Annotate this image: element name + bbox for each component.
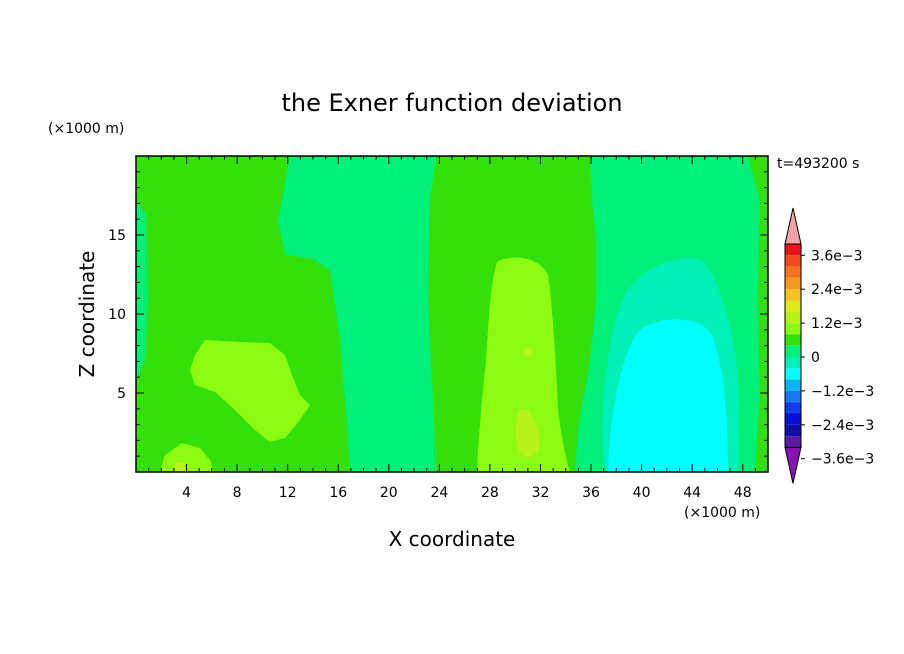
colorbar-segment: [785, 277, 801, 290]
x-tick-label: 28: [481, 485, 499, 501]
colorbar-label: −1.2e−3: [811, 384, 874, 400]
x-axis-ticks: [148, 156, 756, 472]
colorbar-segment: [785, 266, 801, 278]
x-tick-label: 16: [329, 485, 347, 501]
colorbar-segment: [785, 436, 801, 448]
x-tick-label: 8: [233, 485, 242, 501]
y-unit-label: (×1000 m): [48, 121, 124, 137]
x-tick-label: 36: [582, 485, 600, 501]
x-tick-label: 4: [182, 485, 191, 501]
x-axis-tick-labels: 4 8 12 16 20 24 28 32 36 40 44 48: [182, 485, 752, 501]
colorbar-segment: [785, 368, 801, 380]
colorbar-segment: [785, 413, 801, 425]
colorbar-label: 2.4e−3: [811, 282, 863, 298]
x-tick-label: 44: [683, 485, 701, 501]
contour-region-teal-center: [278, 156, 436, 472]
x-axis-label: X coordinate: [389, 527, 516, 551]
contour-plot: [136, 156, 768, 472]
contour-region-yellow-spot-bottom: [172, 462, 186, 472]
x-tick-label: 12: [279, 485, 297, 501]
y-tick-label: 5: [117, 386, 126, 402]
colorbar-segment: [785, 311, 801, 324]
colorbar-labels: 3.6e−3 2.4e−3 1.2e−3 0 −1.2e−3 −2.4e−3 −3.6e−3: [801, 248, 874, 468]
colorbar-segment: [785, 300, 801, 312]
contour-region-yellowgreen-column: [477, 257, 570, 472]
contour-region-yellow-spot-low: [515, 409, 540, 457]
contour-region-teal-left-edge: [136, 200, 148, 380]
colorbar-segment: [785, 390, 801, 403]
x-unit-label: (×1000 m): [684, 505, 760, 521]
contour-region-yellowgreen-left: [190, 340, 310, 442]
colorbar-segment: [785, 255, 801, 267]
colorbar-over-triangle: [784, 207, 802, 245]
time-label: t=493200 s: [777, 156, 859, 172]
colorbar-label: 1.2e−3: [811, 316, 863, 332]
y-tick-label: 15: [108, 228, 126, 244]
x-tick-label: 32: [532, 485, 550, 501]
colorbar-segment: [785, 424, 801, 437]
colorbar-segment: [785, 345, 801, 357]
colorbar-segment: [785, 334, 801, 346]
colorbar-label: −2.4e−3: [811, 418, 874, 434]
y-axis-tick-labels: 5 10 15: [108, 228, 126, 402]
colorbar-segment: [785, 402, 801, 414]
x-tick-label: 40: [633, 485, 651, 501]
contour-region-yellowgreen-bottom: [160, 443, 214, 472]
contour-region-yellow-spot-mid: [522, 348, 534, 356]
y-axis-label: Z coordinate: [75, 251, 99, 378]
contour-region-cyan-minimum: [608, 319, 728, 472]
colorbar-segment: [785, 323, 801, 335]
chart-title: the Exner function deviation: [281, 89, 622, 117]
colorbar-segment: [785, 244, 801, 256]
colorbar-label: 3.6e−3: [811, 248, 863, 264]
colorbar-label: 0: [811, 350, 820, 366]
x-tick-label: 20: [380, 485, 398, 501]
x-tick-label: 24: [430, 485, 448, 501]
y-tick-label: 10: [108, 307, 126, 323]
y-axis-ticks: [136, 171, 768, 457]
x-tick-label: 48: [734, 485, 752, 501]
colorbar-segment: [785, 289, 801, 301]
colorbar-under-triangle: [784, 446, 802, 484]
colorbar-segment: [785, 357, 801, 369]
colorbar-segment: [785, 379, 801, 391]
colorbar: [784, 207, 802, 484]
colorbar-label: −3.6e−3: [811, 452, 874, 468]
